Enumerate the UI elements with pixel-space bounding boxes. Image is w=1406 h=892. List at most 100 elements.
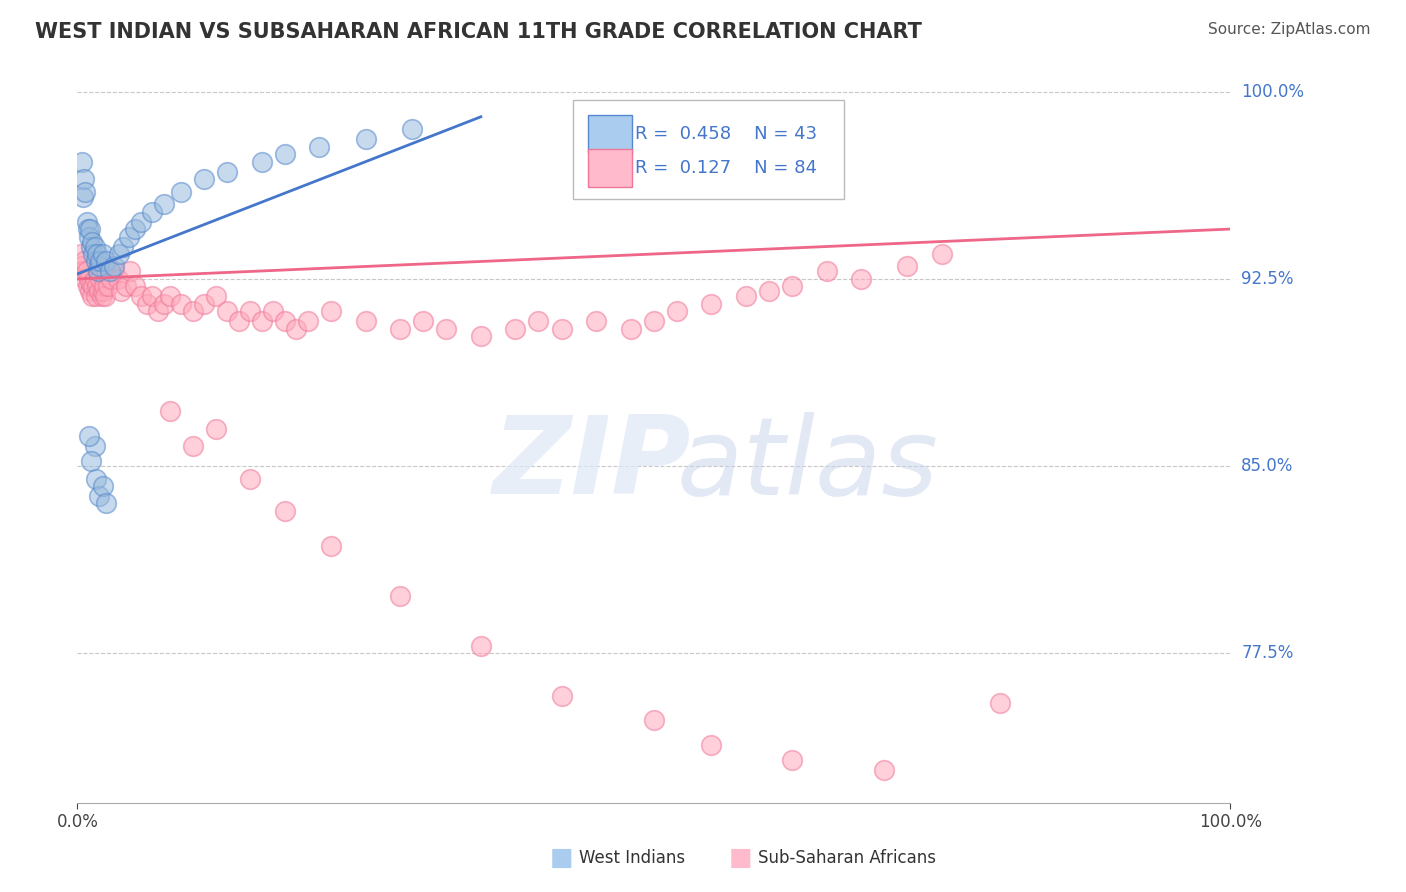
Point [77,229,100,244]
Point [389,322,412,336]
Point [170,185,193,199]
Point [239,471,262,485]
Point [76,279,98,293]
Text: ZIP: ZIP [492,411,690,517]
Point [170,297,193,311]
Point [84,289,107,303]
FancyBboxPatch shape [588,115,631,153]
Point [72,264,94,278]
Point [80,454,103,468]
Text: Source: ZipAtlas.com: Source: ZipAtlas.com [1208,22,1371,37]
Point [90,289,112,303]
Point [193,297,215,311]
Point [988,696,1011,710]
Point [550,689,572,703]
Point [84,254,107,268]
Point [239,304,262,318]
Point [204,289,226,303]
Point [96,496,118,510]
Point [389,589,412,603]
Point [83,272,105,286]
Point [129,289,152,303]
Point [76,222,98,236]
Point [97,279,120,293]
Point [780,279,803,293]
Point [780,753,803,767]
Point [112,239,135,253]
Point [204,422,226,436]
Text: 85.0%: 85.0% [1241,457,1294,475]
Point [79,285,101,299]
Point [620,322,643,336]
Point [153,197,174,211]
Point [86,247,108,261]
Point [82,279,104,293]
Point [700,739,723,753]
Point [84,471,107,485]
Point [91,247,114,261]
Point [120,264,142,278]
Point [108,247,131,261]
Point [87,264,110,278]
Point [285,322,308,336]
Point [274,314,297,328]
Text: R =  0.127    N = 84: R = 0.127 N = 84 [636,159,817,177]
Point [70,154,93,169]
Point [159,289,181,303]
Point [550,322,572,336]
Point [89,254,111,268]
Point [73,254,96,268]
Point [262,304,284,318]
Point [758,285,780,299]
Point [82,289,104,303]
Text: R =  0.458    N = 43: R = 0.458 N = 43 [636,125,817,143]
Point [124,222,146,236]
Point [98,264,121,278]
FancyBboxPatch shape [588,149,631,186]
Point [931,247,953,261]
Point [73,172,96,186]
Point [83,239,105,253]
Point [118,229,141,244]
Point [354,314,377,328]
Point [527,314,550,328]
Point [82,247,104,261]
Point [181,304,204,318]
Text: ■: ■ [728,846,752,870]
Point [103,260,125,274]
Point [159,404,181,418]
Text: 77.5%: 77.5% [1241,644,1294,662]
Point [93,279,115,293]
Point [146,304,169,318]
Point [153,297,174,311]
Point [141,289,163,303]
Point [110,285,132,299]
Point [103,264,125,278]
Point [83,439,105,453]
Point [100,272,122,286]
Point [89,489,111,503]
Point [82,235,104,249]
Point [141,204,163,219]
Point [89,260,111,274]
Point [412,314,434,328]
Text: 92.5%: 92.5% [1241,270,1294,288]
Point [250,314,273,328]
Point [96,254,118,268]
Point [79,222,101,236]
Point [470,639,492,653]
Point [86,279,108,293]
Point [665,304,688,318]
Point [75,272,97,286]
FancyBboxPatch shape [574,100,844,200]
Point [80,277,103,291]
Point [505,322,527,336]
Point [228,314,250,328]
Point [274,147,297,161]
Point [76,214,98,228]
Point [319,304,342,318]
Text: atlas: atlas [676,412,939,516]
Point [401,122,423,136]
Point [72,189,94,203]
Point [470,329,492,343]
